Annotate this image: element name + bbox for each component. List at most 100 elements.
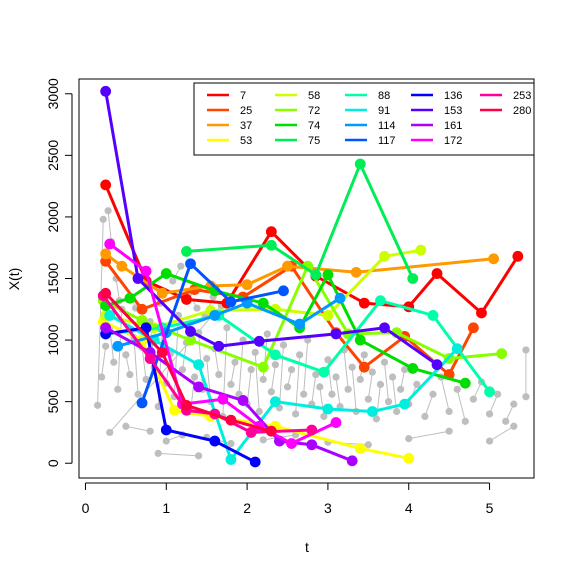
series-point-37 — [156, 287, 168, 299]
series-point-74 — [459, 377, 471, 389]
legend-label-161: 161 — [444, 120, 462, 132]
background-point — [279, 341, 288, 349]
series-point-37 — [116, 260, 128, 272]
background-line — [489, 425, 515, 442]
background-point — [255, 407, 263, 416]
series-line-88 — [105, 299, 491, 393]
series-point-136 — [209, 435, 221, 447]
background-point — [98, 373, 106, 381]
background-point — [300, 390, 308, 398]
background-point — [328, 390, 336, 398]
background-point — [485, 410, 494, 418]
background-point — [384, 398, 393, 406]
background-point — [397, 385, 405, 393]
background-point — [215, 370, 223, 379]
background-point — [227, 439, 235, 448]
background-point — [485, 437, 494, 445]
series-lines — [97, 85, 524, 468]
series-point-88 — [375, 295, 386, 307]
background-point — [372, 415, 381, 423]
series-point-53 — [168, 404, 180, 416]
background-point — [502, 417, 510, 425]
series-point-153 — [100, 85, 112, 97]
y-tick-label: 3000 — [45, 78, 61, 109]
x-axis-label: t — [305, 539, 309, 555]
y-tick-label: 0 — [45, 459, 61, 467]
series-point-153 — [379, 322, 390, 334]
series-point-88 — [484, 386, 495, 398]
series-point-91 — [366, 406, 378, 417]
series-point-161 — [346, 455, 358, 467]
background-line — [133, 337, 139, 395]
series-point-53 — [403, 452, 415, 464]
series-point-91 — [104, 310, 116, 321]
background-line — [408, 430, 450, 440]
background-point — [154, 449, 162, 457]
series-point-280 — [100, 287, 112, 299]
background-point — [114, 385, 122, 393]
series-point-161 — [237, 395, 249, 406]
series-point-74 — [322, 269, 334, 281]
series-point-58 — [415, 244, 427, 256]
background-line — [238, 340, 244, 395]
background-point — [193, 304, 201, 312]
background-point — [259, 436, 267, 444]
background-line — [101, 346, 107, 378]
y-tick-label: 500 — [45, 390, 61, 414]
series-point-58 — [322, 310, 334, 321]
background-line — [424, 394, 434, 417]
series-point-74 — [354, 334, 366, 346]
background-point — [195, 452, 203, 460]
background-point — [231, 358, 239, 366]
series-point-7 — [476, 307, 487, 319]
series-point-53 — [354, 443, 366, 454]
series-point-114 — [209, 310, 221, 321]
series-line-58 — [105, 248, 422, 330]
background-point — [283, 383, 292, 391]
series-point-153 — [330, 328, 342, 340]
background-point — [344, 385, 352, 393]
series-point-7 — [512, 250, 524, 262]
y-tick-label: 1500 — [45, 263, 61, 294]
background-point — [126, 370, 134, 379]
background-point — [104, 207, 112, 215]
series-point-172 — [330, 417, 342, 428]
background-point — [142, 375, 150, 384]
series-point-172 — [217, 393, 229, 405]
series-37 — [100, 248, 499, 299]
series-point-153 — [431, 359, 443, 371]
background-point — [93, 401, 102, 409]
background-point — [316, 383, 324, 391]
background-line — [230, 362, 236, 385]
background-point — [312, 370, 320, 379]
background-point — [106, 428, 114, 437]
series-point-58 — [379, 250, 390, 262]
legend-label-280: 280 — [513, 105, 531, 117]
background-point — [360, 351, 368, 359]
series-point-7 — [181, 294, 192, 305]
background-point — [259, 375, 267, 384]
background-point — [146, 427, 154, 435]
series-point-72 — [257, 361, 269, 373]
background-line — [115, 278, 120, 301]
background-point — [380, 358, 389, 366]
series-114 — [112, 292, 346, 352]
legend-label-136: 136 — [444, 90, 462, 102]
series-line-117 — [140, 262, 284, 404]
legend-label-172: 172 — [444, 135, 462, 147]
y-axis-label: X(t) — [6, 268, 22, 291]
series-point-74 — [257, 297, 269, 309]
x-tick-label: 3 — [324, 500, 332, 516]
background-point — [177, 262, 185, 270]
series-point-88 — [318, 366, 330, 378]
series-point-117 — [136, 397, 148, 409]
series-point-91 — [399, 398, 411, 410]
background-point — [461, 417, 469, 425]
background-line — [383, 362, 390, 402]
x-axis: 0 1 2 3 4 5 — [82, 482, 494, 516]
series-point-253 — [306, 424, 318, 436]
background-point — [494, 390, 502, 398]
x-tick-label: 5 — [486, 500, 494, 516]
background-line — [141, 347, 147, 380]
background-line — [367, 372, 373, 400]
